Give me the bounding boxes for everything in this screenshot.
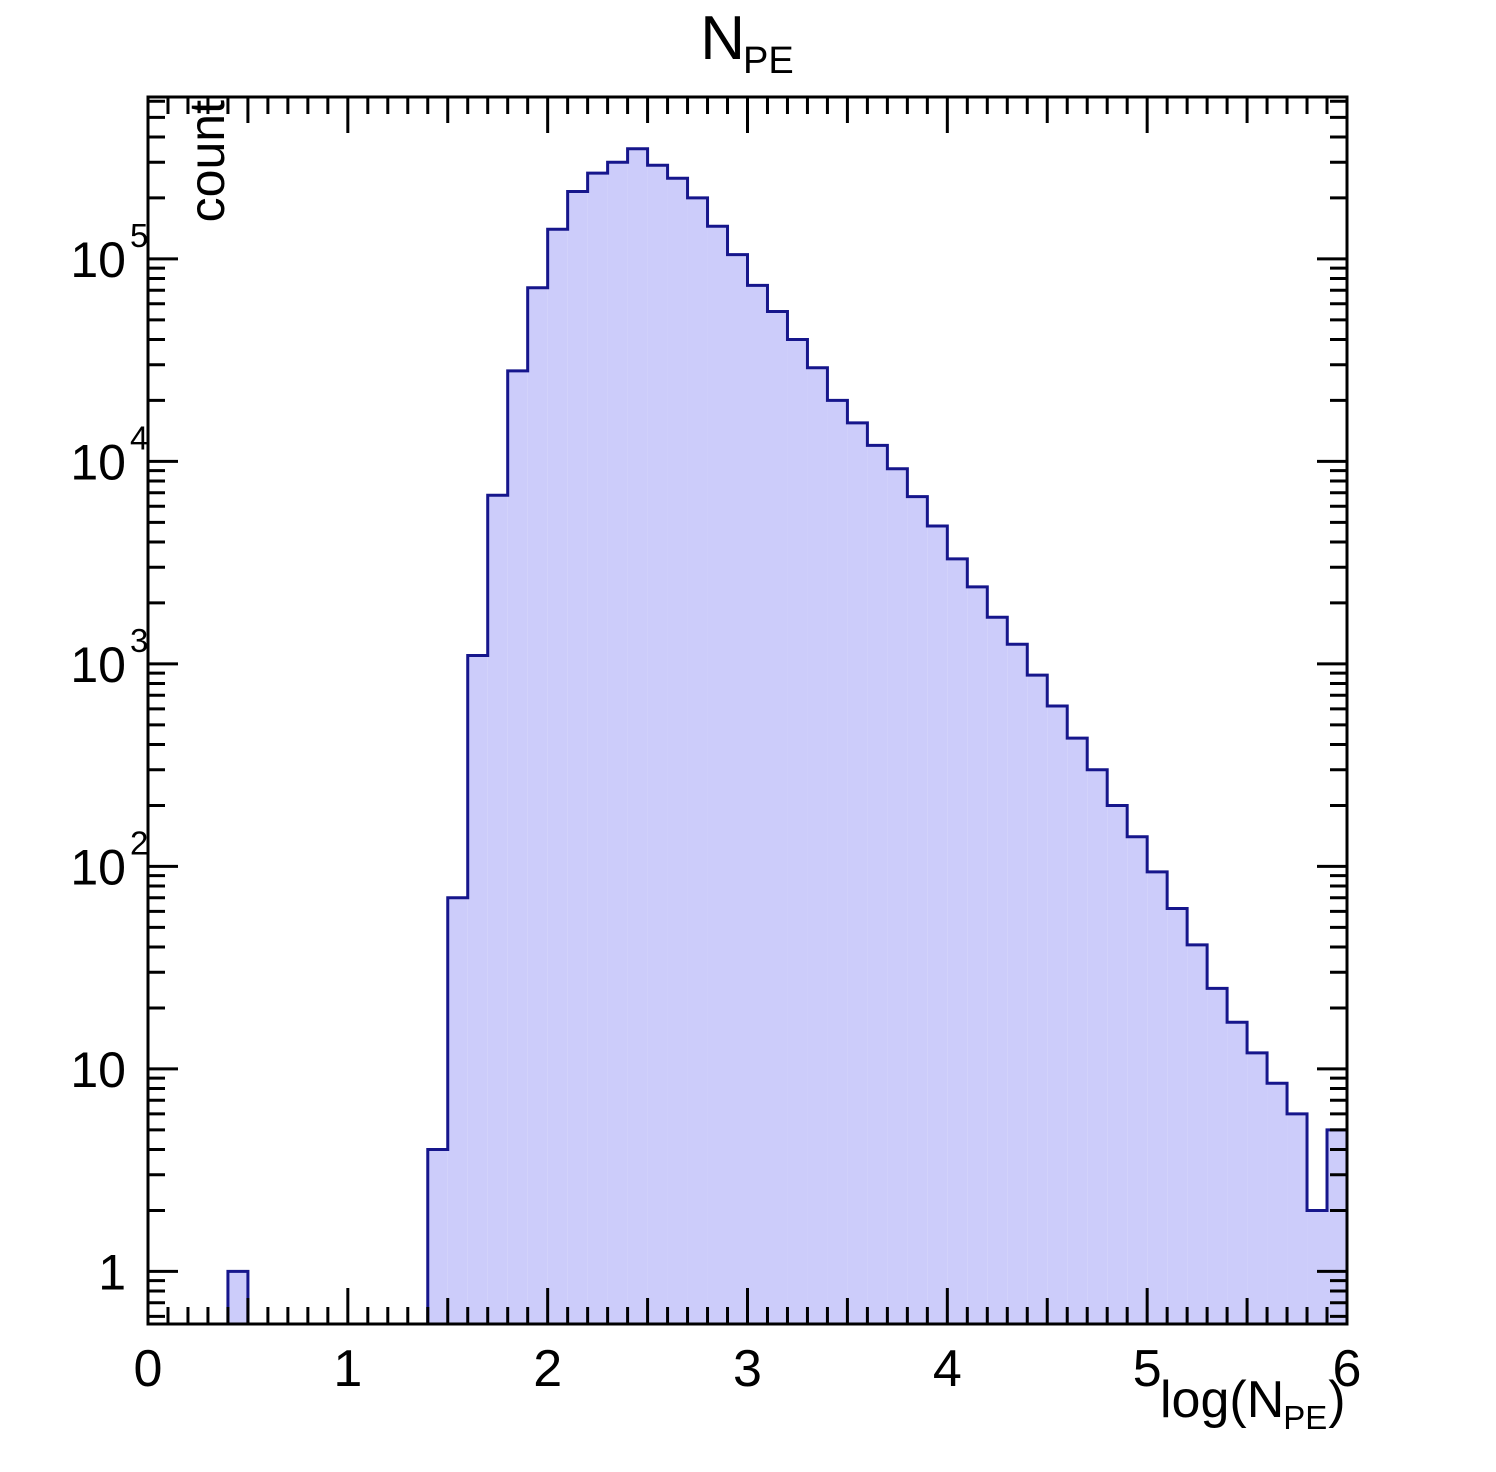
x-tick-label: 6 [1333, 1340, 1362, 1398]
x-axis-title-tail: ) [1328, 1371, 1346, 1429]
histogram-bin [767, 311, 788, 1324]
histogram-bin [907, 496, 928, 1324]
histogram-bin [827, 400, 848, 1324]
histogram-bin [547, 229, 568, 1324]
histogram-bin [1047, 705, 1068, 1324]
histogram-bin [667, 178, 688, 1325]
histogram-bin [1187, 944, 1208, 1324]
y-tick-label-exponent: 4 [130, 419, 148, 456]
histogram-bin [1307, 1210, 1328, 1324]
x-axis-ticks [146, 97, 1349, 1324]
histogram-outline-segment [226, 1269, 250, 1324]
histogram-bin [1067, 738, 1088, 1324]
histogram-bin [947, 558, 968, 1324]
x-axis-title-main: log(N [1160, 1371, 1285, 1429]
histogram-bin [227, 1271, 248, 1324]
y-tick-label-exponent: 3 [130, 622, 148, 659]
histogram-bin [1007, 644, 1028, 1324]
x-tick-label: 1 [333, 1340, 362, 1398]
x-tick-label: 2 [533, 1340, 562, 1398]
x-axis-title-subscript: PE [1283, 1399, 1328, 1436]
histogram-bin [607, 162, 628, 1324]
y-axis-ticks [148, 99, 1347, 1318]
x-axis-tick-labels: 0 1 2 3 4 5 6 [134, 1340, 1362, 1398]
histogram-bin [587, 173, 608, 1324]
y-tick-label-exponent: 5 [130, 217, 148, 254]
histogram-bin [1207, 988, 1228, 1324]
histogram-outline [226, 147, 1349, 1324]
chart-title-subscript: PE [743, 40, 794, 82]
histogram-bin [487, 495, 508, 1325]
histogram-bin [1027, 675, 1048, 1324]
histogram-bin [567, 191, 588, 1325]
histogram-bin [727, 254, 748, 1324]
histogram-bin [687, 197, 708, 1324]
y-tick-label: 10 [70, 434, 126, 490]
histogram-bin [1127, 836, 1148, 1324]
chart-title: NPE [0, 8, 1496, 81]
x-tick-label: 5 [1133, 1340, 1162, 1398]
histogram-bin [467, 655, 488, 1324]
x-axis-title: log(NPE) [1160, 1370, 1346, 1436]
y-tick-label: 10 [70, 839, 126, 895]
histogram-bin [967, 586, 988, 1324]
histogram-bin [1287, 1113, 1308, 1324]
histogram-bin [747, 285, 768, 1325]
histogram-bin [1107, 805, 1128, 1324]
histogram-bin [527, 287, 548, 1324]
histogram-bin [1227, 1022, 1248, 1324]
histogram-bin [1247, 1052, 1268, 1324]
histogram-bin [707, 226, 728, 1324]
histogram-bin [1167, 908, 1188, 1324]
y-tick-label: 10 [70, 1042, 126, 1098]
histogram-bin [507, 370, 528, 1324]
y-tick-label: 1 [98, 1244, 126, 1300]
histogram-bin [887, 468, 908, 1324]
chart-title-main: N [700, 4, 746, 73]
histogram-bin [1267, 1083, 1288, 1324]
histogram-bin [647, 165, 668, 1325]
histogram-bin [627, 148, 648, 1325]
histogram-bin [1147, 871, 1168, 1324]
histogram-bin [867, 445, 888, 1324]
histogram-outline-segment [426, 147, 1349, 1324]
x-tick-label: 0 [134, 1340, 163, 1398]
x-tick-label: 4 [933, 1340, 962, 1398]
histogram-area [227, 148, 1347, 1325]
histogram-bin [847, 422, 868, 1324]
x-tick-label: 3 [733, 1340, 762, 1398]
histogram-bin [987, 617, 1008, 1324]
histogram-bin [1087, 769, 1108, 1324]
histogram-bin [787, 339, 808, 1324]
histogram-bin [927, 525, 948, 1324]
y-tick-label-exponent: 2 [130, 824, 148, 861]
histogram-bin [447, 897, 468, 1324]
histogram-bin [427, 1149, 448, 1324]
histogram-bin [807, 367, 828, 1325]
y-tick-label: 10 [70, 232, 126, 288]
histogram-bin [1327, 1129, 1347, 1324]
y-tick-label: 10 [70, 637, 126, 693]
